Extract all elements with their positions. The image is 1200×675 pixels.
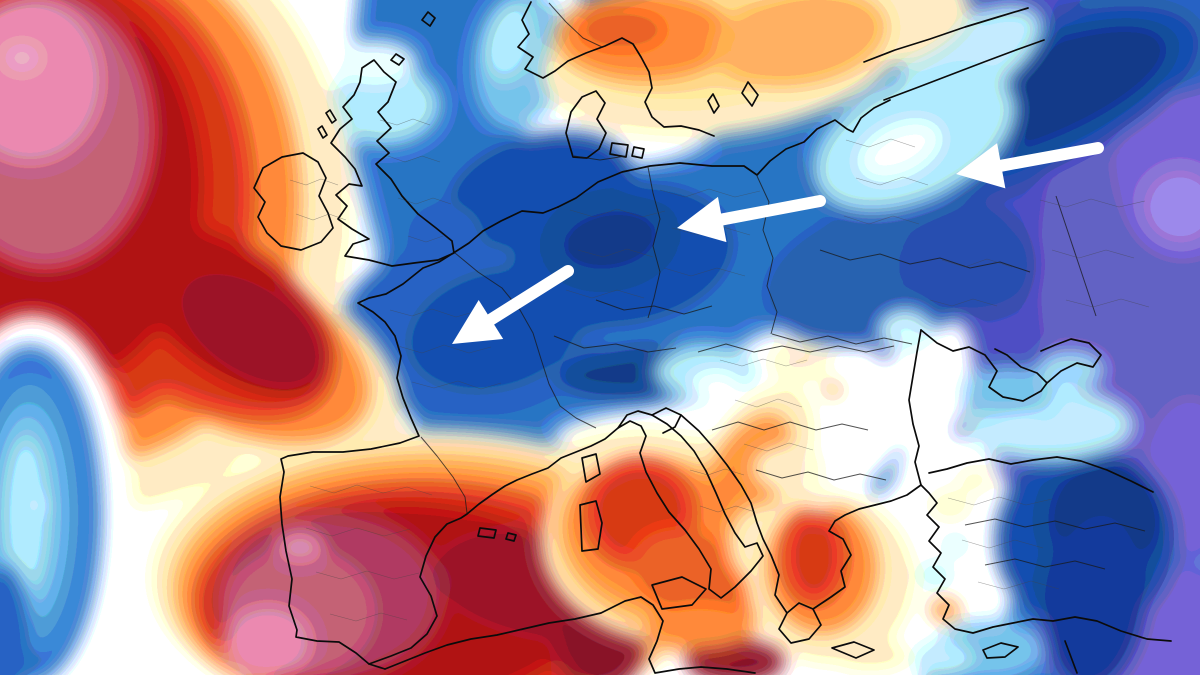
cold-advection-arrows xyxy=(452,142,1104,344)
coastline-greece-aegean xyxy=(812,484,922,610)
coastline-corsica-sardinia-icon xyxy=(477,453,603,552)
coastline-denmark xyxy=(565,90,645,159)
coastline-crete-icon xyxy=(831,641,875,659)
admin-boundaries xyxy=(289,118,1150,622)
country-borders xyxy=(420,2,1146,570)
coastline-norway-sweden xyxy=(517,1,715,137)
coastlines xyxy=(253,1,1172,674)
cold-advection-arrow xyxy=(452,265,574,344)
coastline-peloponnese xyxy=(778,602,822,644)
coastline-great-britain xyxy=(330,59,455,267)
coastline-black-sea-south xyxy=(928,456,1154,493)
coastline-shetland-icon xyxy=(317,11,436,139)
coastline-gotland-icon xyxy=(707,81,759,114)
cold-advection-arrow xyxy=(956,142,1104,189)
coastline-turkey-west-south xyxy=(920,484,1172,642)
coastline-spain-mediterranean xyxy=(368,427,619,665)
coastline-black-sea-west xyxy=(908,329,922,486)
coastline-baltic-south xyxy=(557,99,891,208)
coastline-levant xyxy=(1064,640,1078,674)
coastline-italy xyxy=(617,410,764,599)
coastline-sicily xyxy=(651,576,707,610)
coastline-ireland xyxy=(253,152,334,251)
coastline-adriatic-balkan xyxy=(680,414,788,614)
coastline-cyprus xyxy=(982,642,1019,659)
coastline-west-europe-iberia xyxy=(279,206,559,670)
coastline-gulf-of-finland xyxy=(863,7,1045,101)
coastline-north-africa xyxy=(384,596,756,674)
cold-advection-arrow xyxy=(677,195,826,243)
coastline-crimea-azov xyxy=(920,329,1102,402)
